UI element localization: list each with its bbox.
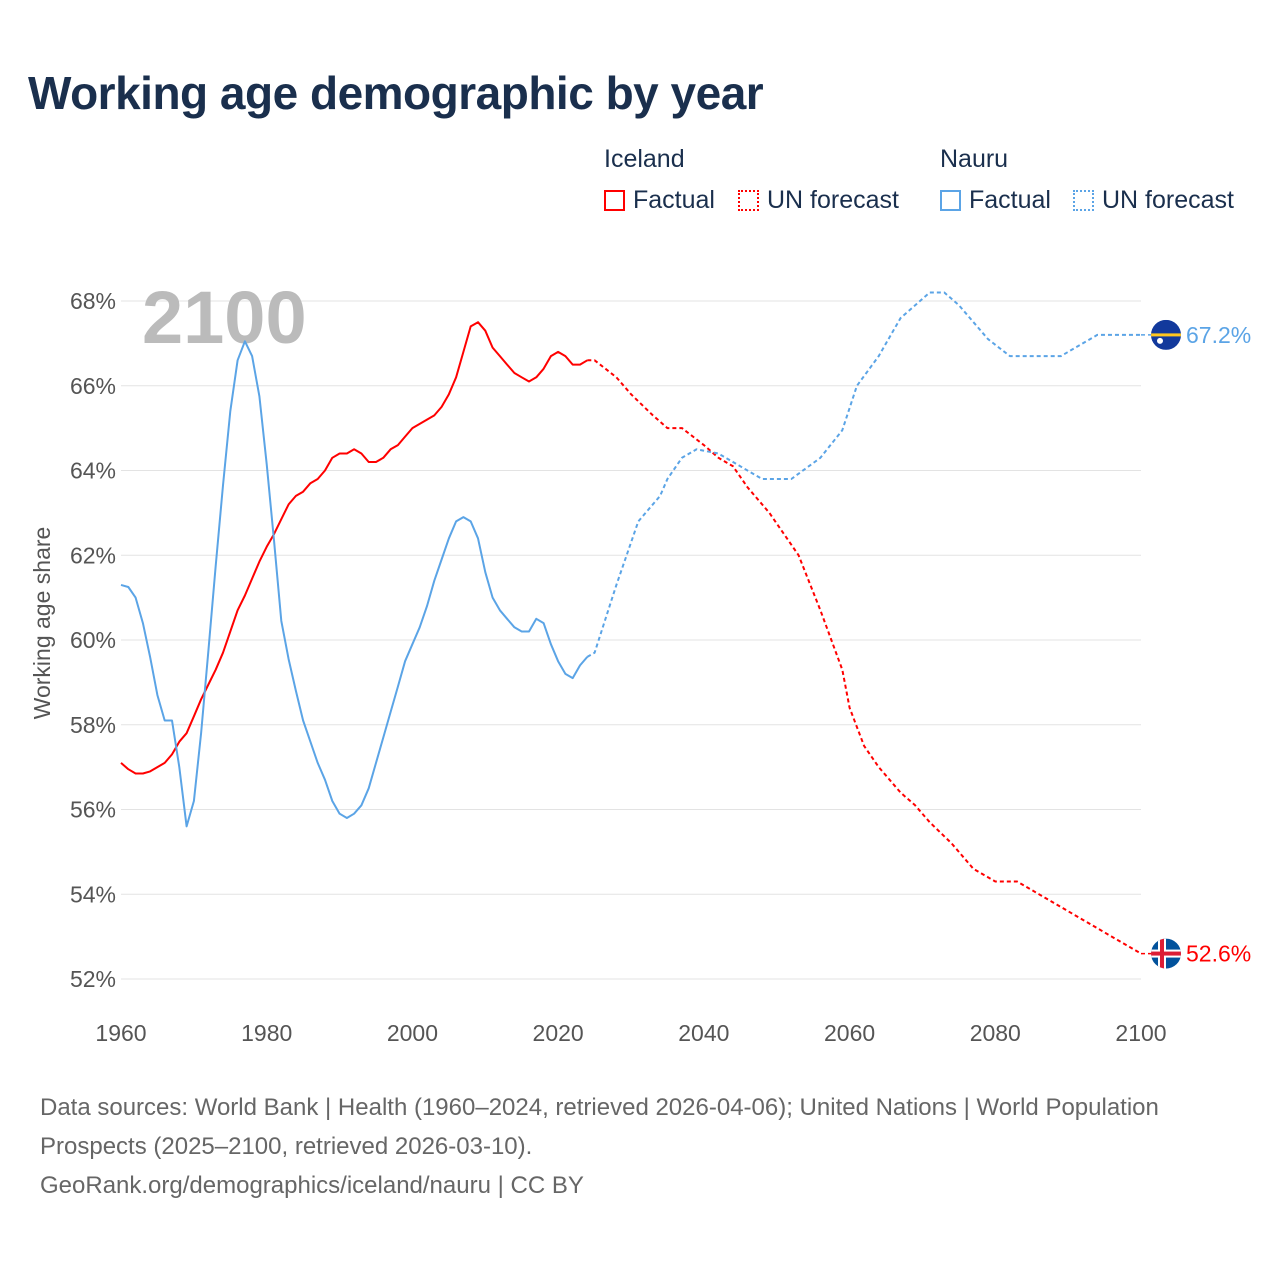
legend-label: Factual [969,186,1051,214]
x-tick-label: 2100 [1115,1020,1166,1046]
footer: Data sources: World Bank | Health (1960–… [40,1088,1190,1205]
x-tick-label: 1960 [95,1020,146,1046]
legend-group-iceland: Iceland [604,145,685,173]
legend-nauru-forecast[interactable]: UN forecast [1073,186,1234,215]
y-tick-label: 58% [70,712,116,738]
legend-label: UN forecast [1102,186,1234,214]
iceland-flag-icon [1151,938,1181,969]
nauru-flag-icon [1151,319,1181,350]
y-tick-label: 62% [70,542,116,568]
y-axis-label: Working age share [29,527,55,720]
legend-group-nauru: Nauru [940,145,1009,173]
x-tick-label: 1980 [241,1020,292,1046]
legend-iceland-factual[interactable]: Factual [604,186,715,215]
nauru-end-label: 67.2% [1186,322,1251,348]
data-sources: Data sources: World Bank | Health (1960–… [40,1094,1159,1160]
nauru-forecast-line [586,291,1141,658]
legend-swatch-dotted [738,190,759,211]
x-tick-label: 2060 [824,1020,875,1046]
legend-swatch-dotted [1073,190,1094,211]
legend-swatch-solid [604,190,625,211]
legend-label: Factual [633,186,715,214]
chart-title: Working age demographic by year [28,67,764,119]
legend-swatch-solid [940,190,961,211]
y-tick-label: 66% [70,373,116,399]
y-tick-label: 60% [70,627,116,653]
y-tick-label: 68% [70,288,116,314]
y-tick-label: 64% [70,458,116,484]
legend-iceland-forecast[interactable]: UN forecast [738,186,899,215]
iceland-end-label: 52.6% [1186,941,1251,967]
nauru-factual-line [120,340,589,828]
source-link[interactable]: GeoRank.org/demographics/iceland/nauru |… [40,1172,584,1199]
y-tick-label: 52% [70,966,116,992]
y-tick-label: 56% [70,797,116,823]
y-tick-label: 54% [70,881,116,907]
year-watermark: 2100 [142,276,307,359]
iceland-factual-line [120,321,588,775]
iceland-forecast-line [587,359,1142,955]
legend-label: UN forecast [767,186,899,214]
x-tick-label: 2020 [533,1020,584,1046]
legend-nauru-factual[interactable]: Factual [940,186,1051,215]
x-tick-label: 2040 [678,1020,729,1046]
x-tick-label: 2000 [387,1020,438,1046]
x-tick-label: 2080 [970,1020,1021,1046]
